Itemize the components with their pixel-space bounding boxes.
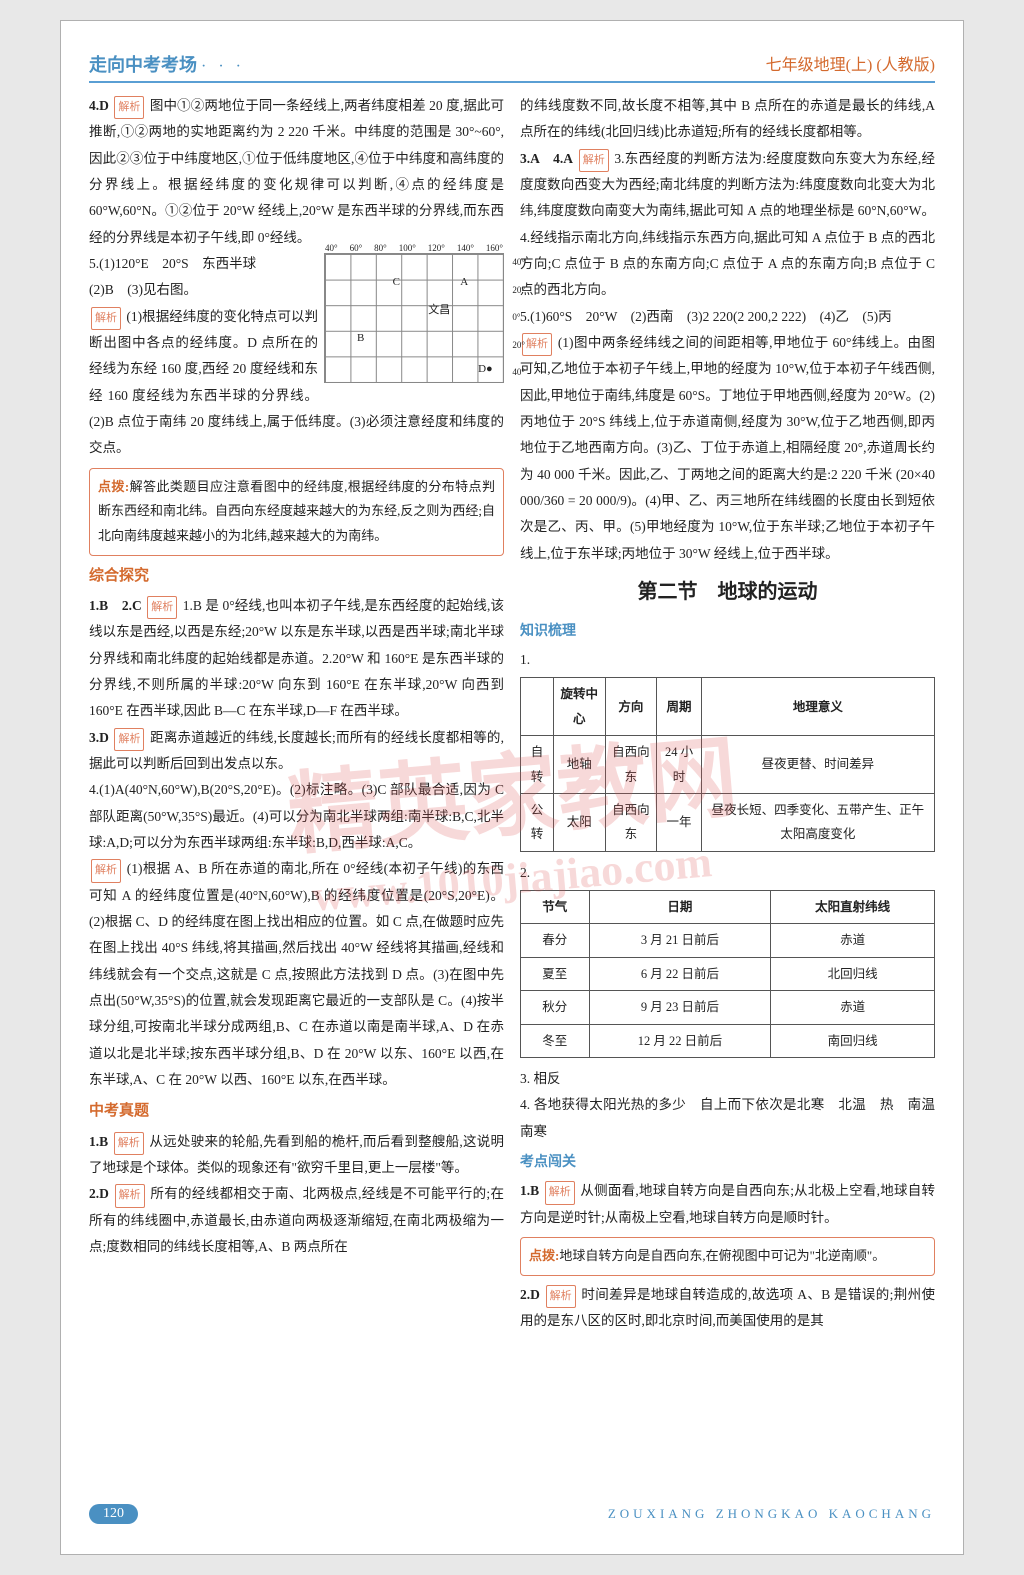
table-row: 秋分9 月 23 日前后赤道 bbox=[521, 991, 935, 1024]
t3: 3. 相反 bbox=[520, 1066, 935, 1092]
r-q3: 3.A 4.A 解析 3.东西经度的判断方法为:经度度数向东变大为东经,经度度数… bbox=[520, 146, 935, 304]
zt-q2: 2.D 解析 所有的经线都相交于南、北两极点,经线是不可能平行的;在所有的纬线圈… bbox=[89, 1181, 504, 1260]
dianbo-box-2: 点拨:地球自转方向是自西向东,在俯视图中可记为"北逆南顺"。 bbox=[520, 1237, 935, 1276]
table-row: 夏至6 月 22 日前后北回归线 bbox=[521, 957, 935, 990]
kaodian-title: 考点闯关 bbox=[520, 1149, 935, 1176]
zh-q4: 4.(1)A(40°N,60°W),B(20°S,20°E)。(2)标注略。(3… bbox=[89, 777, 504, 856]
page-number: 120 bbox=[89, 1504, 138, 1524]
page-footer: 120 ZOUXIANG ZHONGKAO KAOCHANG bbox=[89, 1504, 935, 1524]
kd-q2: 2.D 解析 时间差异是地球自转造成的,故选项 A、B 是错误的;荆州使用的是东… bbox=[520, 1282, 935, 1335]
kd-q1: 1.B 解析 从侧面看,地球自转方向是自西向东;从北极上空看,地球自转方向是逆时… bbox=[520, 1178, 935, 1231]
zh-q4-jiexi: 解析 (1)根据 A、B 所在赤道的南北,所在 0°经线(本初子午线)的东西可知… bbox=[89, 856, 504, 1093]
table-row: 旋转中心 方向 周期 地理意义 bbox=[521, 678, 935, 736]
r-q5-jiexi: 解析 (1)图中两条经纬线之间的间距相等,甲地位于 60°纬线上。由图可知,乙地… bbox=[520, 330, 935, 567]
t4: 4. 各地获得太阳光热的多少 自上而下依次是北寒 北温 热 南温 南寒 bbox=[520, 1092, 935, 1145]
page-header: 走向中考考场 · · · 七年级地理(上) (人教版) bbox=[89, 51, 935, 83]
zt-q1: 1.B 解析 从远处驶来的轮船,先看到船的桅杆,而后看到整艘船,这说明了地球是个… bbox=[89, 1129, 504, 1182]
table-rotation: 旋转中心 方向 周期 地理意义 自转 地轴 自西向东 24 小时 昼夜更替、时间… bbox=[520, 677, 935, 851]
content-columns: 4.D 解析 图中①②两地位于同一条经线上,两者纬度相差 20 度,据此可推断,… bbox=[89, 93, 935, 1496]
table-row: 冬至12 月 22 日前后南回归线 bbox=[521, 1024, 935, 1057]
zonghe-title: 综合探究 bbox=[89, 562, 504, 591]
zhishi-title: 知识梳理 bbox=[520, 618, 935, 645]
right-column: 的纬线度数不同,故长度不相等,其中 B 点所在的赤道是最长的纬线,A 点所在的纬… bbox=[520, 93, 935, 1496]
q4: 4.D 解析 图中①②两地位于同一条经线上,两者纬度相差 20 度,据此可推断,… bbox=[89, 93, 504, 251]
table-row: 公转 太阳 自西向东 一年 昼夜长短、四季变化、五带产生、正午太阳高度变化 bbox=[521, 793, 935, 851]
chapter-title: 第二节 地球的运动 bbox=[520, 573, 935, 612]
zhenti-title: 中考真题 bbox=[89, 1097, 504, 1126]
dianbo-box-1: 点拨:解答此类题目应注意看图中的经纬度,根据经纬度的分布特点判断东西经和南北纬。… bbox=[89, 468, 504, 556]
table-row: 自转 地轴 自西向东 24 小时 昼夜更替、时间差异 bbox=[521, 736, 935, 794]
jiexi-tag: 解析 bbox=[114, 96, 144, 119]
zh-q1: 1.B 2.C 解析 1.B 是 0°经线,也叫本初子午线,是东西经度的起始线,… bbox=[89, 593, 504, 725]
table-row: 节气 日期 太阳直射纬线 bbox=[521, 891, 935, 924]
t2-label: 2. bbox=[520, 860, 935, 886]
left-column: 4.D 解析 图中①②两地位于同一条经线上,两者纬度相差 20 度,据此可推断,… bbox=[89, 93, 504, 1496]
zh-q3: 3.D 解析 距离赤道越近的纬线,长度越长;而所有的经线长度都相等的,据此可以判… bbox=[89, 725, 504, 778]
page: 走向中考考场 · · · 七年级地理(上) (人教版) 4.D 解析 图中①②两… bbox=[60, 20, 964, 1555]
table-solstice: 节气 日期 太阳直射纬线 春分3 月 21 日前后赤道 夏至6 月 22 日前后… bbox=[520, 890, 935, 1058]
table-row: 春分3 月 21 日前后赤道 bbox=[521, 924, 935, 957]
r-q5: 5.(1)60°S 20°W (2)西南 (3)2 220(2 200,2 22… bbox=[520, 304, 935, 330]
header-left: 走向中考考场 · · · bbox=[89, 51, 245, 77]
cont1: 的纬线度数不同,故长度不相等,其中 B 点所在的赤道是最长的纬线,A 点所在的纬… bbox=[520, 93, 935, 146]
footer-pinyin: ZOUXIANG ZHONGKAO KAOCHANG bbox=[608, 1506, 935, 1522]
t1-label: 1. bbox=[520, 647, 935, 673]
grid-figure: 40°60°80°100°120°140°160° 40°20°0°20°40°… bbox=[324, 253, 504, 383]
header-right: 七年级地理(上) (人教版) bbox=[766, 51, 935, 77]
